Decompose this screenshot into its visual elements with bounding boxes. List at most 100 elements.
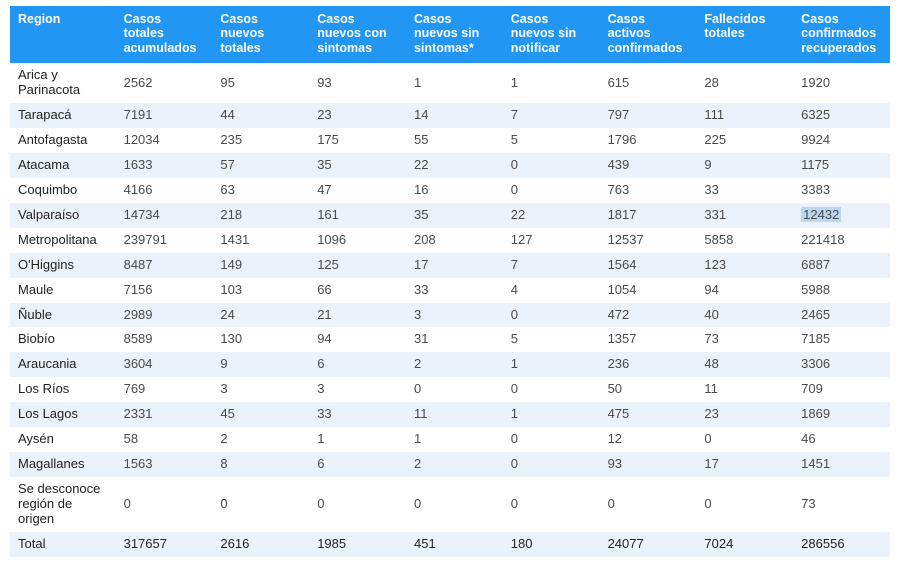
cell-value: 0: [503, 153, 600, 178]
cell-region: Atacama: [10, 153, 116, 178]
cell-value: 0: [503, 427, 600, 452]
cell-value: 0: [600, 477, 697, 532]
table-total-row: Total31765726161985451180240777024286556: [10, 532, 890, 557]
cell-value: 1985: [309, 532, 406, 557]
cell-value: 6: [309, 452, 406, 477]
cell-value: 1: [503, 63, 600, 103]
cell-value: 239791: [116, 228, 213, 253]
cell-region: Magallanes: [10, 452, 116, 477]
cell-region: Se desconoce región de origen: [10, 477, 116, 532]
cell-value: 8589: [116, 327, 213, 352]
cell-value: 73: [793, 477, 890, 532]
cell-value: 161: [309, 203, 406, 228]
cell-value: 175: [309, 128, 406, 153]
cell-value: 45: [212, 402, 309, 427]
table-row: Valparaíso147342181613522181733112432: [10, 203, 890, 228]
cell-value: 0: [696, 477, 793, 532]
cell-value: 1796: [600, 128, 697, 153]
cell-value: 14: [406, 103, 503, 128]
cell-value: 1564: [600, 253, 697, 278]
cell-value: 769: [116, 377, 213, 402]
cell-value: 9: [696, 153, 793, 178]
cell-value: 11: [406, 402, 503, 427]
table-row: Aysén58211012046: [10, 427, 890, 452]
cell-value: 33: [696, 178, 793, 203]
cell-value: 6887: [793, 253, 890, 278]
cell-region: Arica y Parinacota: [10, 63, 116, 103]
cell-value: 55: [406, 128, 503, 153]
table-row: Coquimbo41666347160763333383: [10, 178, 890, 203]
cell-value: 1869: [793, 402, 890, 427]
cell-value: 0: [696, 427, 793, 452]
cell-region: Ñuble: [10, 303, 116, 328]
cell-value: 2: [406, 352, 503, 377]
cell-value: 0: [503, 477, 600, 532]
cell-value: 57: [212, 153, 309, 178]
cell-value: 475: [600, 402, 697, 427]
cell-value: 24: [212, 303, 309, 328]
table-row: Los Ríos76933005011709: [10, 377, 890, 402]
cell-value: 797: [600, 103, 697, 128]
cell-value: 7191: [116, 103, 213, 128]
cell-value: 50: [600, 377, 697, 402]
cell-value: 33: [309, 402, 406, 427]
cell-value: 225: [696, 128, 793, 153]
cell-value: 12537: [600, 228, 697, 253]
table-row: Araucania36049621236483306: [10, 352, 890, 377]
cell-value: 1175: [793, 153, 890, 178]
col-fallecidos: Fallecidos totales: [696, 6, 793, 63]
cell-value: 4: [503, 278, 600, 303]
cell-region: Los Ríos: [10, 377, 116, 402]
cell-value: 709: [793, 377, 890, 402]
table-header-row: Region Casos totales acumulados Casos nu…: [10, 6, 890, 63]
col-sin-sintomas: Casos nuevos sin sintomas*: [406, 6, 503, 63]
cell-value: 7185: [793, 327, 890, 352]
col-acumulados: Casos totales acumulados: [116, 6, 213, 63]
cell-value: 22: [406, 153, 503, 178]
cell-value: 235: [212, 128, 309, 153]
cell-value: 7: [503, 103, 600, 128]
cell-value: 439: [600, 153, 697, 178]
cell-value: 125: [309, 253, 406, 278]
table-row: O'Higgins848714912517715641236887: [10, 253, 890, 278]
cell-value: 46: [793, 427, 890, 452]
cell-value: 103: [212, 278, 309, 303]
cell-value: 12432: [793, 203, 890, 228]
cell-value: 11: [696, 377, 793, 402]
cell-value: 180: [503, 532, 600, 557]
table-row: Metropolitana239791143110962081271253758…: [10, 228, 890, 253]
cell-value: 12034: [116, 128, 213, 153]
cell-value: 3604: [116, 352, 213, 377]
cell-value: 58: [116, 427, 213, 452]
cell-value: 1357: [600, 327, 697, 352]
cell-value: 7156: [116, 278, 213, 303]
cell-value: 0: [503, 303, 600, 328]
cell-value: 66: [309, 278, 406, 303]
cell-region: O'Higgins: [10, 253, 116, 278]
cell-value: 2989: [116, 303, 213, 328]
cell-value: 1451: [793, 452, 890, 477]
cell-value: 93: [309, 63, 406, 103]
table-row: Arica y Parinacota2562959311615281920: [10, 63, 890, 103]
cell-value: 1: [309, 427, 406, 452]
cell-value: 21: [309, 303, 406, 328]
cell-value: 94: [309, 327, 406, 352]
covid-regions-table: Region Casos totales acumulados Casos nu…: [10, 6, 890, 557]
cell-region: Los Lagos: [10, 402, 116, 427]
cell-value: 73: [696, 327, 793, 352]
cell-region: Araucania: [10, 352, 116, 377]
cell-value: 451: [406, 532, 503, 557]
cell-region: Antofagasta: [10, 128, 116, 153]
cell-value: 0: [212, 477, 309, 532]
cell-value: 6: [309, 352, 406, 377]
cell-value: 1431: [212, 228, 309, 253]
cell-value: 221418: [793, 228, 890, 253]
cell-region: Coquimbo: [10, 178, 116, 203]
cell-value: 218: [212, 203, 309, 228]
cell-value: 0: [503, 377, 600, 402]
cell-value: 763: [600, 178, 697, 203]
cell-value: 1563: [116, 452, 213, 477]
cell-value: 3: [309, 377, 406, 402]
cell-value: 2: [406, 452, 503, 477]
cell-value: 44: [212, 103, 309, 128]
